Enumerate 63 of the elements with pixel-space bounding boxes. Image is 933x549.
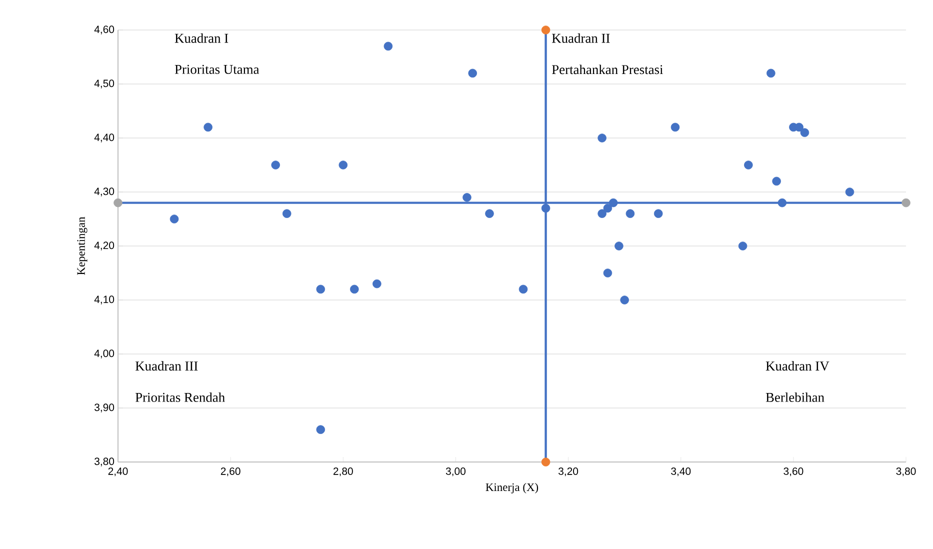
point <box>114 198 122 208</box>
point <box>316 425 326 434</box>
point <box>614 242 624 250</box>
point <box>338 160 348 170</box>
point <box>845 188 854 196</box>
point <box>902 198 910 208</box>
point <box>518 284 528 294</box>
y-tick-label: 4,40 <box>94 134 114 142</box>
point <box>620 296 629 304</box>
point <box>541 204 550 213</box>
y-tick-label: 4,50 <box>94 80 114 88</box>
y-tick-label: 4,10 <box>94 296 114 304</box>
point <box>350 284 359 294</box>
x-axis-title: Kinerja (X) <box>486 482 538 494</box>
point <box>766 68 776 78</box>
point <box>744 160 753 170</box>
annotation: Kuadran II <box>552 33 610 43</box>
point <box>372 279 382 288</box>
y-axis-title: Kepentingan <box>77 216 88 275</box>
x-tick-label: 3,00 <box>446 468 466 476</box>
point <box>316 284 326 294</box>
annotation: Berlebihan <box>766 392 824 402</box>
annotation: Kuadran IV <box>766 361 830 371</box>
x-tick-label: 3,80 <box>896 468 916 476</box>
y-tick-label: 4,00 <box>94 350 114 358</box>
point <box>608 198 618 208</box>
annotation: Pertahankan Prestasi <box>552 64 664 74</box>
annotation: Kuadran III <box>135 361 198 371</box>
point <box>468 68 477 78</box>
point <box>778 198 787 208</box>
point <box>462 193 472 202</box>
point <box>282 209 292 218</box>
x-tick-label: 2,40 <box>108 468 128 476</box>
point <box>485 209 494 218</box>
point <box>670 122 680 132</box>
point <box>170 214 179 224</box>
point <box>603 204 612 213</box>
point <box>598 209 606 218</box>
x-tick-label: 2,60 <box>220 468 240 476</box>
point <box>384 42 393 51</box>
point <box>204 122 212 132</box>
annotation: Kuadran I <box>174 33 228 43</box>
point <box>541 458 550 466</box>
annotation: Prioritas Rendah <box>135 392 225 402</box>
point <box>603 268 612 278</box>
point <box>800 128 810 137</box>
y-tick-label: 4,60 <box>94 26 114 34</box>
point <box>772 176 781 186</box>
x-tick-label: 3,60 <box>784 468 804 476</box>
point <box>654 209 663 218</box>
point <box>271 160 280 170</box>
y-tick-label: 4,30 <box>94 188 114 196</box>
y-tick-label: 3,80 <box>94 458 114 466</box>
x-tick-label: 2,80 <box>334 468 353 476</box>
point <box>541 26 550 34</box>
point <box>738 242 748 250</box>
y-tick-label: 4,20 <box>94 242 114 250</box>
point <box>626 209 635 218</box>
point <box>598 134 606 142</box>
y-tick-label: 3,90 <box>94 404 114 412</box>
x-tick-label: 3,20 <box>558 468 578 476</box>
x-tick-label: 3,40 <box>671 468 691 476</box>
annotation: Prioritas Utama <box>174 64 260 74</box>
